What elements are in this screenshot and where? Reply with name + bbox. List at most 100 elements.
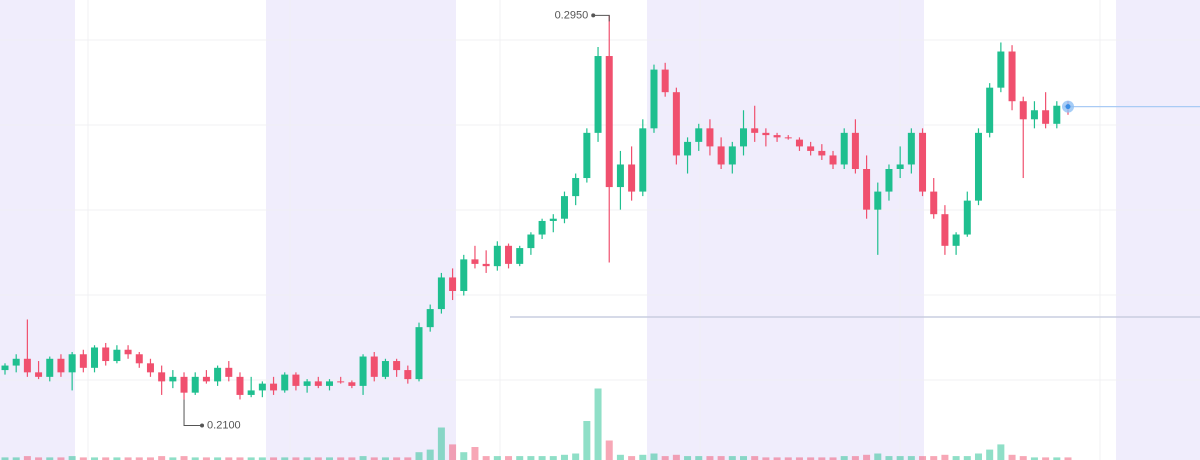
candle-body [583,132,591,179]
candle-body [1,365,9,371]
volume-bar [236,457,244,460]
candle-body [773,135,781,138]
candle-body [79,354,87,368]
candle-body [986,87,994,133]
candle-body [672,92,680,156]
volume-bar [751,456,759,460]
volume-bar [359,456,367,460]
annotation-layer: 0.2950 0.2100 [183,9,1200,431]
candle-body [1019,101,1027,120]
volume-bar [963,456,971,460]
candle-body [974,132,982,201]
candle-body [23,358,31,373]
candle-body [292,374,300,386]
candle-body [784,137,792,139]
candle-body [572,178,580,197]
volume-bar [997,444,1005,460]
volume-bar [717,456,725,460]
volume-bar [695,456,703,460]
candle-body [1042,110,1050,124]
candle-body [359,356,367,386]
volume-bar [505,456,513,460]
volume-bar [706,456,714,460]
volume-bar [35,457,43,460]
volume-bar [270,457,278,460]
volume-bar [303,457,311,460]
volume-bar [1019,456,1027,460]
min-marker-line [183,399,203,426]
volume-bar [795,457,803,460]
volume-bar [616,454,624,460]
candle-body [214,367,222,382]
volume-bar [919,456,927,460]
candle-body [829,155,837,165]
volume-bar [124,457,132,460]
volume-bar [169,457,177,460]
candle-body [482,263,490,267]
candle-body [885,168,893,192]
candle-body [896,164,904,169]
min-label: 0.2100 [207,419,241,431]
candle-body [146,363,154,373]
candle-body [952,234,960,246]
volume-bar [952,456,960,460]
candle-body [527,234,535,249]
candle-body [907,132,915,165]
volume-bar [437,427,445,460]
volume-bar [941,454,949,460]
candle-body [695,128,703,142]
candle-layer [1,15,1072,400]
candle-body [281,374,289,391]
candle-body [449,277,457,292]
volume-bar [863,454,871,460]
volume-bar [202,457,210,460]
candle-body [381,361,389,377]
volume-bar [57,457,65,460]
volume-bar [258,457,266,460]
volume-bar [974,453,982,460]
volume-bar [426,449,434,460]
candle-body [751,128,759,133]
volume-bar [829,457,837,460]
candle-body [605,56,613,188]
candle-body [303,381,311,386]
candle-body [415,327,423,380]
candle-body [639,128,647,192]
candle-body [874,191,882,210]
volume-bar [460,452,468,460]
candle-body [348,382,356,386]
volume-bar [605,440,613,460]
candle-body [628,164,636,192]
candle-body [762,132,770,136]
candle-body [1030,110,1038,120]
volume-bar [594,388,602,460]
volume-bar [1053,457,1061,460]
candle-body [616,164,624,188]
volume-bar [158,456,166,460]
candle-body [124,349,132,355]
candle-body [818,150,826,156]
volume-layer [1,388,1072,460]
max-marker-dot [591,13,596,18]
candle-body [493,245,501,267]
candle-body [549,218,557,221]
candle-body [169,376,177,382]
session-band [1116,0,1200,460]
candle-body [661,69,669,93]
candle-body [594,56,602,133]
volume-bar [740,456,748,460]
candle-body [740,128,748,147]
volume-bar [146,457,154,460]
candle-body [1008,51,1016,102]
volume-bar [1030,457,1038,460]
candle-body [91,347,99,368]
candle-body [930,191,938,215]
volume-bar [1064,457,1072,460]
volume-bar [493,456,501,460]
candle-body [393,361,401,371]
candle-body [560,196,568,219]
candle-body [258,383,266,391]
volume-bar [113,457,121,460]
candle-body [1053,105,1061,124]
